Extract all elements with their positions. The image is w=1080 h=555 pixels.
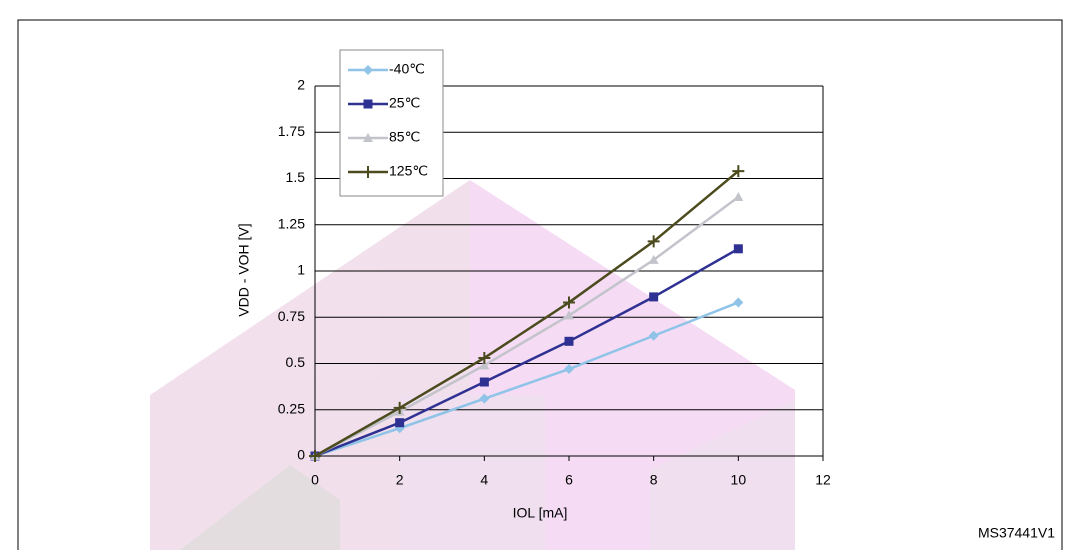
series-line: [314, 247, 739, 458]
x-axis-title: IOL [mA]: [513, 505, 568, 521]
y-tick-label: 1.75: [278, 123, 305, 139]
y-tick-label: 0.75: [278, 308, 305, 324]
marker: [732, 165, 745, 178]
marker: [478, 351, 491, 364]
marker: [393, 401, 406, 414]
frame: [17, 19, 1063, 550]
series-line: [314, 195, 740, 458]
y-tick-label: 0.25: [278, 400, 305, 416]
marker: [733, 244, 743, 254]
legend-marker: [363, 99, 373, 109]
y-tick-label: 0.5: [286, 354, 306, 370]
x-tick-label: 4: [480, 472, 488, 488]
marker: [733, 192, 744, 201]
marker: [479, 377, 489, 387]
marker: [564, 336, 574, 346]
y-tick-label: 1.25: [278, 215, 305, 231]
legend-marker: [362, 166, 374, 178]
footnote: MS37441V1: [978, 525, 1055, 541]
marker: [564, 310, 574, 320]
y-tick-label: 1.5: [286, 169, 306, 185]
x-tick-label: 12: [815, 472, 831, 488]
x-tick-label: 2: [396, 472, 404, 488]
marker: [564, 364, 574, 375]
legend-label: 25℃: [389, 95, 420, 111]
marker: [395, 418, 405, 428]
legend-label: 125℃: [389, 163, 428, 179]
marker: [648, 254, 659, 264]
series-line: [314, 301, 739, 458]
y-tick-label: 0: [297, 447, 305, 463]
legend-marker: [363, 133, 373, 142]
series-line: [314, 170, 740, 458]
marker: [479, 393, 490, 404]
x-tick-label: 0: [311, 472, 319, 488]
marker: [479, 360, 490, 370]
x-tick-label: 8: [650, 472, 658, 488]
x-tick-label: 10: [731, 472, 747, 488]
marker: [649, 292, 659, 302]
marker: [733, 297, 744, 308]
legend-label: 85℃: [389, 129, 420, 145]
y-tick-label: 2: [297, 77, 305, 93]
legend-label: -40℃: [389, 61, 425, 77]
marker: [563, 296, 575, 309]
marker: [309, 450, 321, 462]
legend-marker: [363, 65, 373, 75]
marker: [648, 330, 659, 341]
marker: [647, 235, 660, 248]
watermark: [150, 180, 795, 550]
y-tick-label: 1: [297, 262, 305, 278]
y-axis-title: VDD - VOH [V]: [236, 223, 252, 316]
x-tick-label: 6: [565, 472, 573, 488]
